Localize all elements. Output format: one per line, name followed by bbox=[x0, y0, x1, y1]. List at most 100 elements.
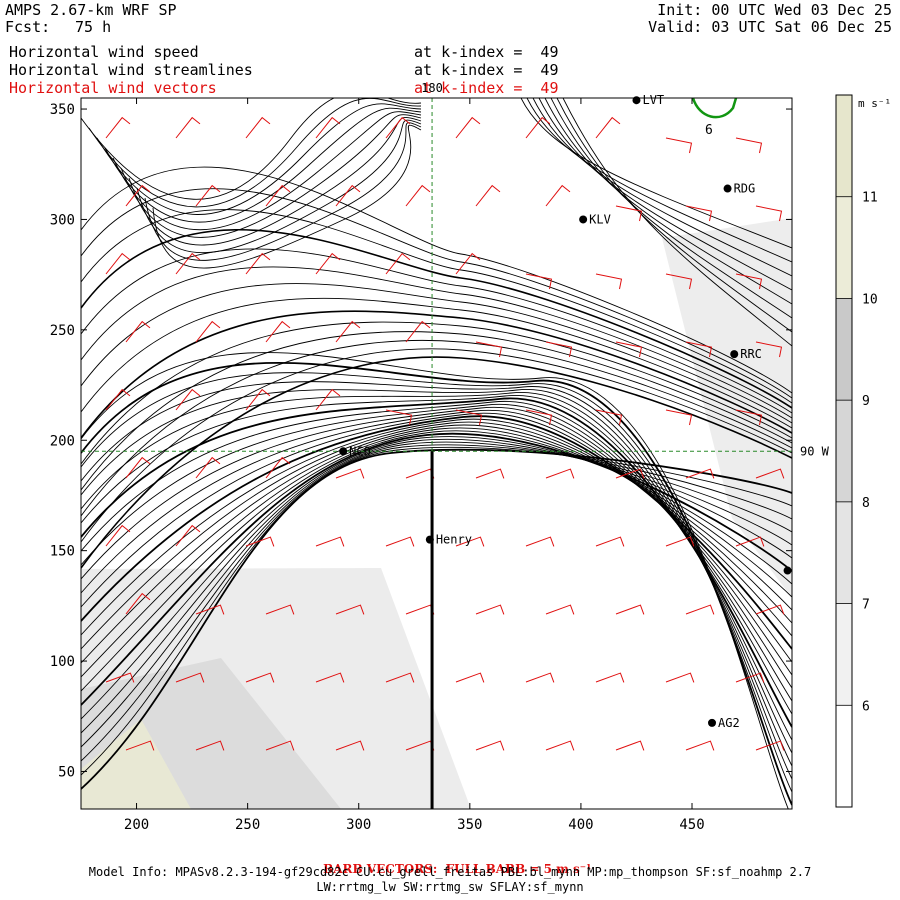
wind-barb bbox=[105, 116, 131, 139]
init-time: Init: 00 UTC Wed 03 Dec 25 bbox=[657, 1, 892, 19]
station-marker bbox=[783, 566, 792, 575]
wind-barb bbox=[195, 604, 225, 615]
streamline bbox=[81, 421, 792, 650]
wind-barb bbox=[405, 184, 431, 207]
crosshair-x-label: 180 bbox=[421, 81, 443, 95]
streamline bbox=[81, 439, 792, 734]
station-label: LVT bbox=[642, 93, 664, 107]
streamline bbox=[81, 409, 792, 676]
speed-shade-band bbox=[662, 218, 792, 598]
wind-barb bbox=[525, 536, 555, 547]
x-tick-label: 250 bbox=[235, 817, 260, 833]
wind-barb bbox=[545, 604, 575, 615]
streamline bbox=[562, 98, 792, 347]
wind-barb bbox=[335, 320, 361, 343]
streamline bbox=[81, 361, 792, 806]
streamline bbox=[144, 122, 422, 261]
streamline bbox=[532, 98, 792, 277]
wind-barb bbox=[665, 672, 695, 683]
streamline bbox=[81, 389, 792, 767]
wind-barb bbox=[525, 409, 553, 426]
wind-barb bbox=[125, 456, 151, 479]
station-marker bbox=[723, 184, 732, 193]
physics-info: LW:rrtmg_lw SW:rrtmg_sw SFLAY:sf_mynn bbox=[316, 880, 584, 894]
wind-barb bbox=[105, 672, 135, 683]
colorbar-segment bbox=[836, 298, 852, 401]
streamline bbox=[81, 397, 792, 728]
wind-barb bbox=[105, 524, 131, 547]
wind-barb bbox=[475, 341, 503, 358]
wind-barb bbox=[245, 536, 275, 547]
wind-barb bbox=[315, 672, 345, 683]
x-tick-label: 350 bbox=[457, 817, 482, 833]
x-tick-label: 400 bbox=[568, 817, 593, 833]
wind-barb bbox=[405, 468, 435, 479]
wind-barb bbox=[245, 672, 275, 683]
wind-barb bbox=[595, 536, 625, 547]
streamline bbox=[81, 427, 792, 678]
streamline bbox=[120, 114, 422, 238]
forecast-label: Fcst: bbox=[5, 18, 51, 36]
streamline bbox=[81, 321, 792, 465]
wind-barb bbox=[735, 536, 765, 547]
wind-barb bbox=[195, 320, 221, 343]
colorbar-tick-label: 11 bbox=[862, 191, 878, 206]
streamline bbox=[81, 436, 792, 720]
speed-contour bbox=[691, 98, 738, 119]
axes: 200 250 300 350 400 450 50 100 150 200 250 300 350 bbox=[50, 98, 792, 833]
streamline bbox=[81, 310, 792, 439]
wind-barb bbox=[755, 604, 785, 615]
wind-barb bbox=[685, 604, 715, 615]
wind-barb bbox=[175, 116, 201, 139]
streamline bbox=[88, 98, 422, 208]
wind-barb bbox=[685, 468, 715, 479]
wind-barb bbox=[335, 184, 361, 207]
wind-barb bbox=[315, 252, 341, 275]
streamline bbox=[81, 188, 792, 399]
y-tick-label: 300 bbox=[50, 212, 75, 228]
wind-barb bbox=[755, 205, 783, 222]
station-label: Henry bbox=[436, 533, 472, 547]
crosshair-y-label: 90 W bbox=[800, 444, 830, 458]
y-tick-label: 200 bbox=[50, 433, 75, 449]
streamline bbox=[81, 444, 792, 762]
wind-barb bbox=[455, 536, 485, 547]
x-tick-label: 300 bbox=[346, 817, 371, 833]
streamline bbox=[81, 352, 789, 809]
colorbar-tick-label: 10 bbox=[862, 292, 878, 307]
x-tick-label: 450 bbox=[679, 817, 704, 833]
wind-barb bbox=[735, 137, 763, 154]
field-speed-level: at k-index = 49 bbox=[414, 43, 559, 61]
wind-barb bbox=[335, 468, 365, 479]
field-vectors-level: at k-index = 49 bbox=[414, 79, 559, 97]
wind-barb bbox=[665, 409, 693, 426]
streamline bbox=[152, 124, 422, 269]
streamline bbox=[81, 297, 792, 429]
wind-barb bbox=[125, 184, 151, 207]
station-marker bbox=[579, 215, 588, 224]
wind-barb bbox=[175, 524, 201, 547]
wind-barb bbox=[315, 116, 341, 139]
station-marker bbox=[339, 447, 348, 456]
wind-barb bbox=[405, 320, 431, 343]
valid-time: Valid: 03 UTC Sat 06 Dec 25 bbox=[648, 18, 892, 36]
streamline bbox=[104, 107, 422, 223]
wind-barb bbox=[265, 320, 291, 343]
wind-barb bbox=[385, 252, 411, 275]
wind-barb bbox=[665, 536, 695, 547]
colorbar-tick-label: 8 bbox=[862, 496, 870, 511]
wind-barb bbox=[265, 604, 295, 615]
wind-barb bbox=[685, 205, 713, 222]
streamline bbox=[556, 98, 792, 333]
colorbar-tick-label: 9 bbox=[862, 394, 870, 409]
wind-barb bbox=[475, 184, 501, 207]
wind-barb bbox=[385, 672, 415, 683]
speed-shade-band bbox=[81, 719, 191, 809]
wind-barb bbox=[685, 341, 713, 358]
streamline bbox=[81, 424, 792, 664]
field-streamlines-name: Horizontal wind streamlines bbox=[9, 61, 253, 79]
streamline bbox=[81, 415, 792, 650]
wind-barb bbox=[195, 184, 221, 207]
wind-barb bbox=[245, 252, 271, 275]
wind-barb bbox=[125, 592, 151, 615]
